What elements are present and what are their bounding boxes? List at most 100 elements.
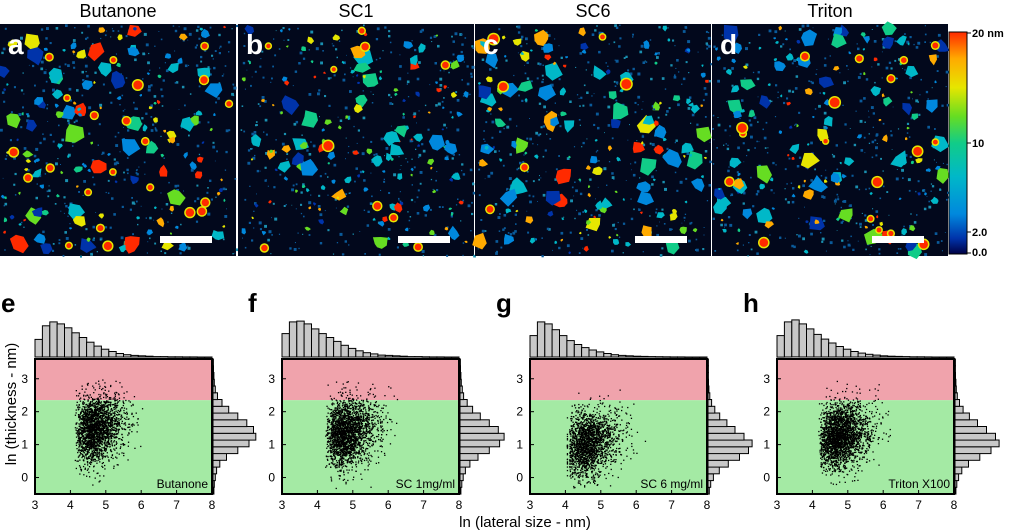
data-point: [99, 431, 101, 433]
afm-speck: [432, 188, 434, 190]
afm-speck: [446, 127, 448, 129]
data-point: [84, 420, 86, 422]
afm-speck: [60, 210, 62, 212]
data-point: [79, 406, 81, 409]
afm-speck: [149, 216, 152, 220]
afm-flake: [61, 104, 76, 120]
data-point: [86, 424, 88, 426]
afm-flake: [445, 139, 450, 145]
afm-speck: [939, 188, 942, 191]
afm-speck: [448, 71, 450, 74]
afm-speck: [46, 107, 48, 110]
data-point: [356, 395, 358, 397]
afm-speck: [215, 196, 217, 198]
afm-flake: [759, 95, 771, 109]
data-point: [77, 434, 79, 436]
afm-speck: [458, 154, 461, 156]
afm-flake: [451, 115, 454, 119]
data-point: [76, 441, 78, 444]
data-point: [78, 433, 80, 435]
data-point: [111, 442, 113, 444]
data-point: [87, 431, 89, 433]
afm-speck: [578, 119, 581, 121]
afm-speck: [233, 86, 237, 90]
afm-speck: [65, 179, 69, 183]
afm-speck: [863, 97, 866, 100]
afm-speck: [742, 191, 746, 195]
data-point: [116, 464, 118, 466]
afm-speck: [459, 33, 463, 36]
data-point: [76, 430, 78, 432]
afm-particle: [361, 43, 369, 51]
data-point: [102, 404, 104, 406]
data-point: [94, 426, 96, 428]
data-point: [95, 402, 97, 404]
afm-flake: [77, 107, 82, 112]
data-point: [96, 426, 98, 428]
data-point: [105, 450, 107, 452]
afm-flake: [898, 197, 902, 200]
afm-speck: [495, 66, 498, 70]
afm-speck: [750, 109, 753, 111]
afm-flake: [98, 213, 104, 219]
afm-speck: [399, 169, 401, 170]
data-point: [334, 465, 336, 468]
afm-flake: [194, 171, 203, 179]
data-point: [111, 418, 113, 421]
afm-speck: [924, 25, 926, 27]
afm-speck: [529, 137, 532, 141]
afm-speck: [73, 53, 75, 55]
afm-flake: [362, 75, 366, 79]
afm-speck: [339, 232, 343, 236]
afm-speck: [727, 216, 731, 219]
afm-speck: [865, 188, 867, 191]
afm-flake: [76, 49, 87, 59]
afm-flake: [869, 192, 873, 196]
afm-speck: [147, 241, 149, 243]
afm-flake: [362, 73, 379, 88]
afm-speck: [679, 180, 683, 184]
afm-flake: [581, 49, 587, 54]
data-point: [110, 420, 112, 422]
afm-speck: [659, 254, 663, 257]
afm-flake: [504, 55, 507, 58]
data-point: [85, 427, 87, 429]
afm-speck: [115, 144, 119, 147]
afm-speck: [606, 184, 608, 186]
afm-speck: [847, 68, 849, 70]
data-point: [81, 450, 83, 452]
afm-speck: [127, 129, 130, 132]
afm-speck: [466, 82, 470, 86]
afm-speck: [224, 169, 227, 171]
afm-speck: [388, 35, 391, 38]
afm-speck: [38, 174, 42, 178]
afm-speck: [320, 42, 324, 46]
afm-speck: [555, 168, 558, 171]
data-point: [352, 438, 354, 441]
data-point: [342, 404, 344, 406]
afm-speck: [593, 93, 595, 95]
data-point: [126, 416, 128, 418]
data-point: [94, 412, 96, 414]
afm-speck: [109, 226, 112, 229]
afm-speck: [637, 95, 641, 99]
data-point: [105, 449, 107, 451]
afm-speck: [319, 213, 323, 217]
data-point: [84, 454, 87, 456]
data-point: [87, 441, 90, 444]
afm-speck: [85, 228, 88, 231]
afm-flake: [579, 231, 582, 235]
data-point: [91, 443, 93, 445]
afm-speck: [260, 58, 262, 60]
afm-speck: [630, 217, 634, 221]
data-point: [98, 422, 100, 424]
afm-speck: [196, 184, 199, 187]
afm-speck: [44, 173, 47, 175]
afm-flake: [76, 185, 79, 188]
afm-speck: [558, 78, 561, 81]
data-point: [110, 408, 113, 410]
data-point: [75, 423, 77, 425]
afm-flake: [410, 167, 414, 172]
afm-speck: [318, 89, 321, 92]
afm-flake: [27, 47, 44, 66]
